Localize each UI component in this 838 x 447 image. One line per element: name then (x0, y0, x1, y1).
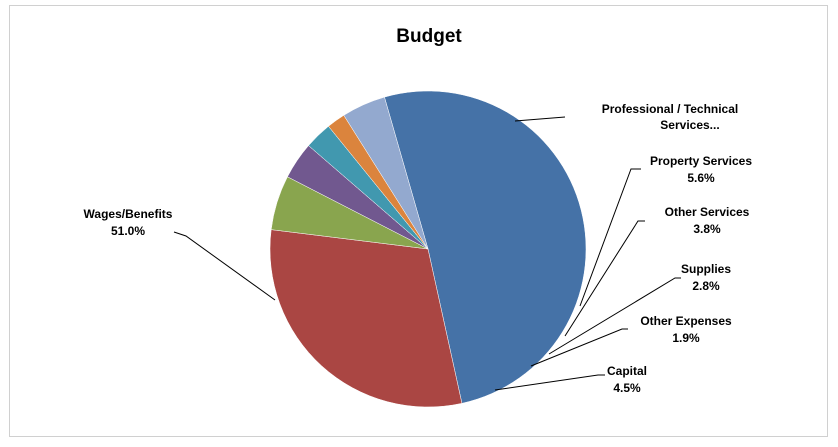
pie-slice-professional-technical-services (269, 229, 463, 408)
leader-line-capital (494, 374, 605, 391)
pie-slice-capital (343, 96, 429, 250)
leader-line-professional-technical-services (514, 116, 566, 122)
slice-label-other-expenses: Other Expenses (640, 314, 732, 328)
slice-label-professional-technical-services: Services... (660, 118, 719, 132)
slice-label-professional-technical-services: Professional / Technical (602, 102, 739, 116)
chart-title: Budget (396, 26, 462, 47)
leader-line-wages-benefits (173, 231, 276, 301)
leader-line-other-expenses (530, 328, 628, 367)
slice-label-wages-benefits: Wages/Benefits (84, 207, 173, 221)
leader-line-property-services (579, 168, 641, 307)
slice-value-other-services: 3.8% (693, 222, 721, 236)
slice-label-other-services: Other Services (665, 205, 750, 219)
slice-label-property-services: Property Services (650, 154, 752, 168)
slice-labels: Wages/Benefits 51.0% Professional / Techni… (84, 102, 753, 395)
slice-label-capital: Capital (607, 364, 647, 378)
slice-value-property-services: 5.6% (687, 171, 715, 185)
slice-value-wages-benefits: 51.0% (111, 224, 145, 238)
pie-slice-wages-benefits (384, 90, 587, 404)
pie-slices (269, 90, 587, 408)
leader-line-supplies (548, 277, 681, 355)
slice-value-capital: 4.5% (613, 381, 641, 395)
slice-label-supplies: Supplies (681, 262, 731, 276)
leader-lines (173, 116, 681, 391)
slice-value-other-expenses: 1.9% (672, 331, 700, 345)
leader-line-other-services (564, 220, 645, 337)
slice-value-supplies: 2.8% (692, 279, 720, 293)
